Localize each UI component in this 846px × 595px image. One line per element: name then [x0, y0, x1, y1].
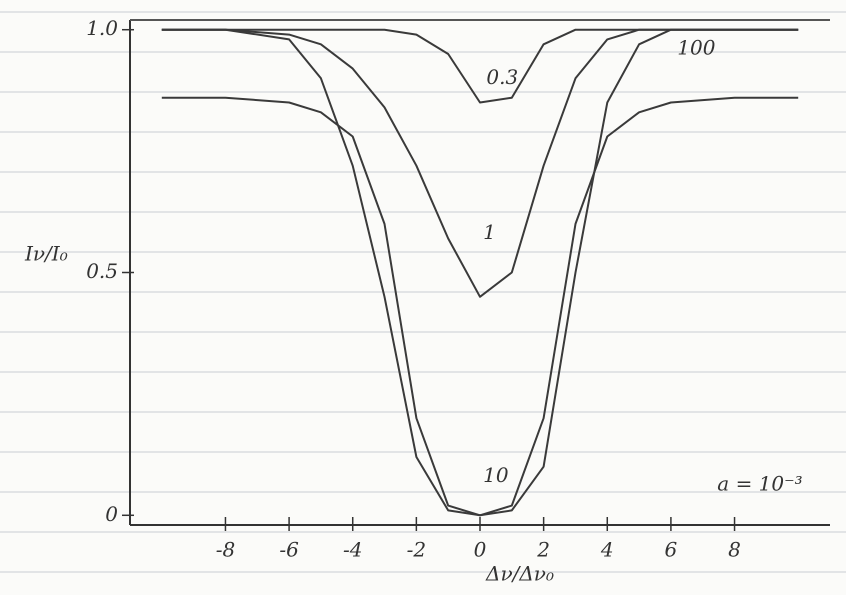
annotation: a = 10⁻³	[717, 472, 802, 496]
series-label: 10	[483, 463, 509, 487]
x-tick-label: -2	[407, 538, 426, 562]
x-axis-label: Δν/Δν₀	[485, 562, 554, 586]
x-tick-label: -6	[279, 538, 299, 562]
line-series	[162, 30, 798, 297]
x-tick-label: -8	[216, 538, 235, 562]
line-series	[162, 98, 798, 516]
x-tick-label: 4	[600, 538, 614, 562]
series-label: 0.3	[486, 65, 518, 89]
y-tick-label: 1.0	[86, 16, 118, 40]
chart: Iν/I₀ Δν/Δν₀ a = 10⁻³ 0 0.5 1.0 -8 -6 -4 -2 0 2 4…	[0, 0, 846, 595]
y-tick-label: 0.5	[86, 259, 118, 283]
y-axis-label: Iν/I₀	[24, 242, 68, 266]
x-tick-label: 0	[474, 538, 487, 562]
y-tick-label: 0	[105, 502, 118, 526]
x-tick-label: -4	[343, 538, 362, 562]
series-label: 1	[483, 220, 496, 244]
x-tick-label: 2	[536, 538, 550, 562]
series-label: 100	[677, 36, 715, 60]
x-tick-label: 6	[665, 538, 678, 562]
x-tick-label: 8	[728, 538, 741, 562]
